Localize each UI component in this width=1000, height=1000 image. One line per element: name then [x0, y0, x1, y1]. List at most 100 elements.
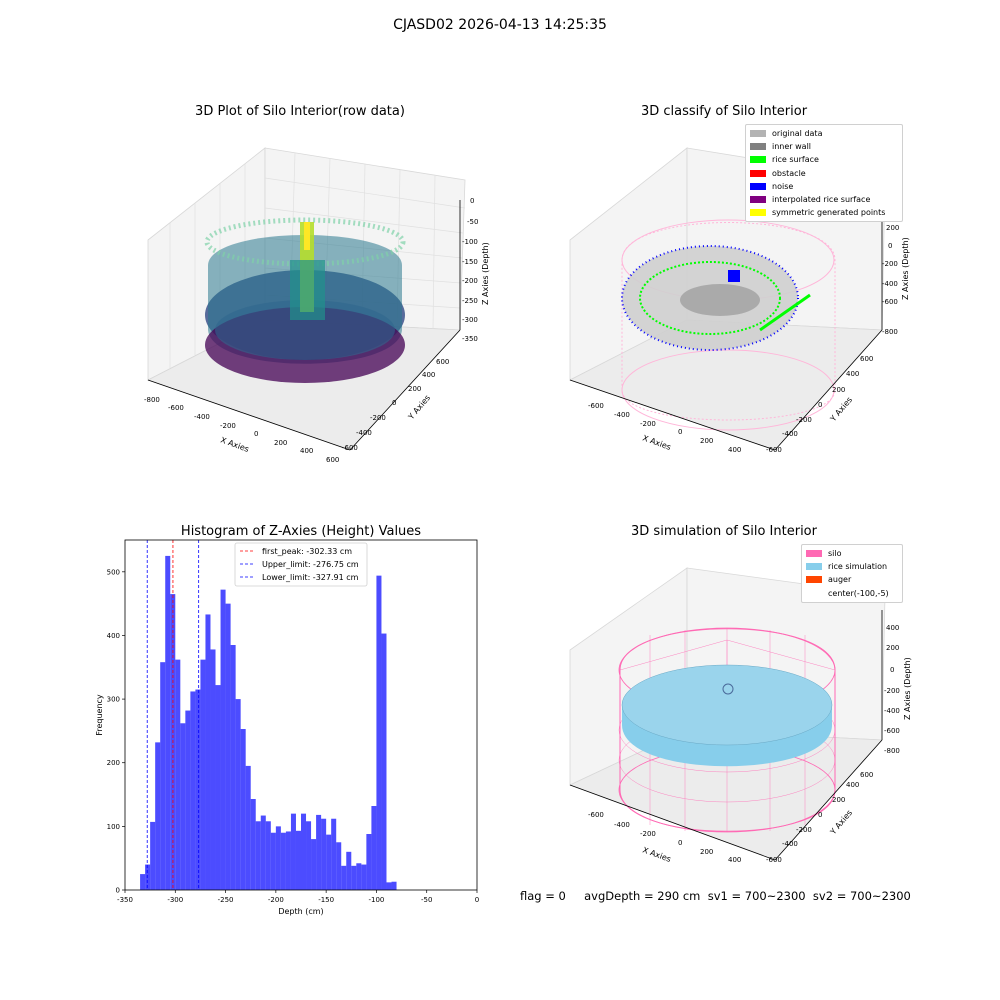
panel1-zlabel: Z Axies (Depth) [481, 242, 490, 305]
panel4-xlabel: X Axies [641, 845, 672, 864]
svg-text:-200: -200 [884, 687, 900, 695]
legend-swatch [750, 130, 766, 137]
svg-text:0: 0 [392, 399, 396, 407]
legend-label: center(-100,-5) [828, 588, 889, 598]
histogram-bar [301, 813, 307, 890]
histogram-bar [270, 832, 276, 890]
svg-text:-50: -50 [467, 218, 478, 226]
histogram-bar [190, 691, 196, 890]
panel2-zlabel: Z Axies (Depth) [901, 237, 910, 300]
histogram-bar [200, 659, 206, 890]
svg-text:200: 200 [886, 224, 899, 232]
histogram-bar [321, 818, 327, 890]
panel4-title: 3D simulation of Silo Interior [631, 524, 817, 539]
histogram-bar [331, 818, 337, 890]
svg-text:0: 0 [678, 839, 682, 847]
legend-swatch [750, 156, 766, 164]
histogram-bar [205, 614, 211, 890]
svg-text:400: 400 [886, 624, 899, 632]
histogram-bar [235, 699, 241, 890]
legend-label: inner wall [772, 142, 812, 152]
svg-text:-400: -400 [882, 280, 898, 288]
svg-text:0: 0 [678, 428, 682, 436]
svg-text:-200: -200 [640, 830, 656, 838]
histogram-bar [160, 662, 166, 890]
svg-text:600: 600 [326, 456, 339, 464]
histogram-bar [295, 830, 301, 890]
legend-item: rice surface [750, 153, 898, 166]
svg-text:-600: -600 [168, 404, 184, 412]
legend-swatch [806, 576, 822, 584]
svg-text:0: 0 [818, 811, 822, 819]
svg-text:0: 0 [254, 430, 258, 438]
svg-text:600: 600 [860, 771, 873, 779]
histogram-legend [234, 542, 368, 587]
panel4-axes [569, 610, 883, 861]
histogram-bar [245, 765, 251, 890]
histogram-bar [306, 821, 312, 890]
legend-label: interpolated rice surface [772, 195, 871, 205]
histogram-bar [180, 723, 186, 890]
svg-text:400: 400 [728, 856, 741, 864]
svg-text:-600: -600 [588, 811, 604, 819]
status-footer: flag = 0 avgDepth = 290 cm sv1 = 700~230… [520, 889, 911, 903]
svg-text:-600: -600 [342, 444, 358, 452]
legend-item: obstacle [750, 167, 898, 180]
histogram-bar [351, 865, 357, 890]
svg-text:200: 200 [700, 848, 713, 856]
histogram-bar [210, 649, 216, 890]
x-tick-label: -200 [268, 896, 284, 904]
histogram-frame [124, 539, 478, 891]
y-axis-label: Frequency [95, 694, 104, 736]
svg-text:0: 0 [818, 401, 822, 409]
panel2-title: 3D classify of Silo Interior [640, 104, 808, 119]
svg-text:-600: -600 [884, 727, 900, 735]
histogram-bar [280, 832, 286, 890]
panel2-zticks: 200 0 -200 -400 -600 -800 [882, 224, 899, 336]
panel1-ylabel: Y Axies [406, 393, 432, 422]
legend-item: rice simulation [806, 560, 898, 573]
legend-label: Upper_limit: -276.75 cm [262, 560, 359, 569]
legend-label: rice simulation [828, 562, 888, 572]
panel4-zticks: 400 200 0 -200 -400 -600 -800 [884, 624, 900, 755]
svg-text:0: 0 [470, 197, 474, 205]
histogram-bar [326, 834, 332, 890]
svg-text:600: 600 [436, 358, 449, 366]
histogram-bar [366, 834, 372, 890]
x-tick-label: -100 [368, 896, 384, 904]
histogram-bar [311, 839, 317, 890]
svg-text:400: 400 [728, 446, 741, 454]
histogram-bar [275, 826, 281, 890]
svg-text:-400: -400 [782, 430, 798, 438]
x-tick-label: -300 [167, 896, 183, 904]
svg-text:0: 0 [888, 242, 892, 250]
x-tick-label: -350 [117, 896, 133, 904]
legend-label: rice surface [772, 155, 819, 165]
svg-text:200: 200 [274, 439, 287, 447]
svg-text:-600: -600 [588, 402, 604, 410]
panel1-axes [147, 200, 461, 451]
svg-text:200: 200 [886, 644, 899, 652]
svg-text:-400: -400 [884, 707, 900, 715]
svg-text:200: 200 [408, 385, 421, 393]
panel4-rice [621, 664, 833, 767]
svg-text:-150: -150 [462, 258, 478, 266]
svg-text:400: 400 [846, 781, 859, 789]
y-tick-label: 300 [107, 696, 120, 704]
svg-text:-400: -400 [356, 429, 372, 437]
legend-item: inner wall [750, 140, 898, 153]
y-tick-label: 400 [107, 632, 120, 640]
legend-label: obstacle [772, 168, 806, 178]
svg-text:-600: -600 [766, 856, 782, 864]
svg-text:-400: -400 [614, 411, 630, 419]
histogram-bar [290, 813, 296, 890]
histogram-bar [336, 842, 342, 890]
panel1-xticks: -800 -600 -400 -200 0 200 400 600 [144, 396, 339, 464]
legend-item: original data [750, 127, 898, 140]
figure-title: CJASD02 2026-04-13 14:25:35 [393, 17, 607, 33]
panel1-surface-points [204, 217, 406, 383]
panel1-zticks: 0 -50 -100 -150 -200 -250 -300 -350 [462, 197, 478, 343]
panel2-yticks: -600 -400 -200 0 200 400 600 [766, 355, 873, 454]
svg-text:-200: -200 [796, 826, 812, 834]
svg-text:0: 0 [890, 666, 894, 674]
